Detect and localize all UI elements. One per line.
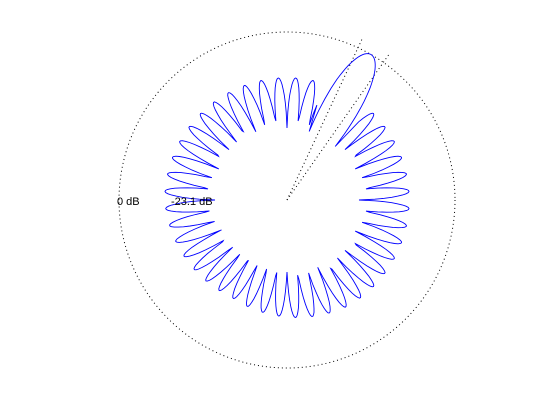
outer-ring-circle — [118, 31, 456, 369]
ring-label-outer: 0 dB — [117, 196, 140, 208]
ring-label-inner: -23.1 dB — [171, 196, 213, 208]
pattern-curve-group — [164, 53, 410, 319]
pattern-curve — [164, 53, 410, 319]
beam-boundary-line-1 — [286, 52, 391, 201]
polar-grid — [118, 31, 456, 369]
ring-labels: 0 dB -23.1 dB — [117, 196, 213, 208]
